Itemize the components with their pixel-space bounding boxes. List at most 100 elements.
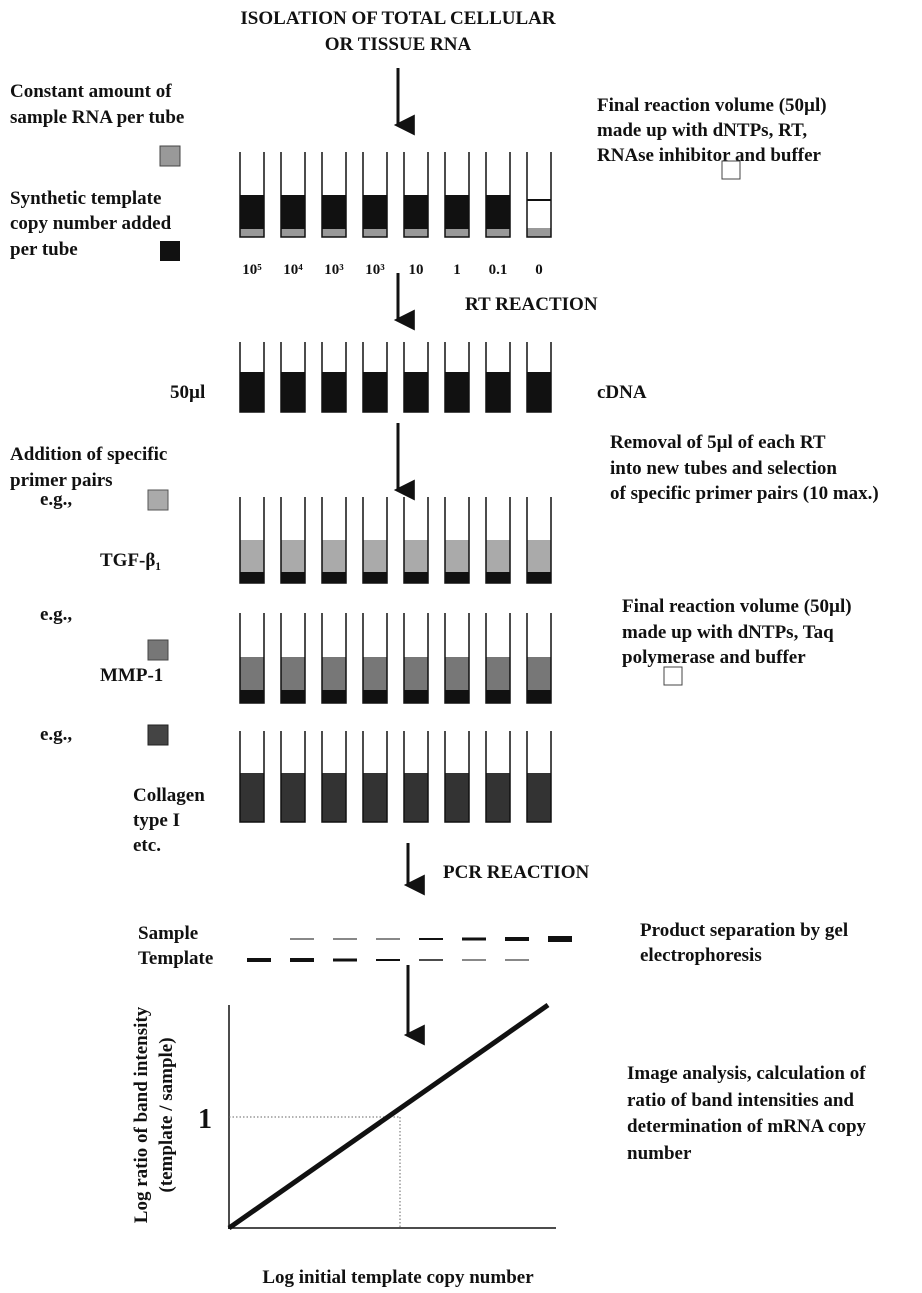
- gel-band: [419, 938, 443, 940]
- note: Synthetic template: [10, 188, 161, 209]
- gel-band: [462, 960, 486, 961]
- tube-content: [486, 195, 510, 229]
- tube-content: [445, 540, 469, 572]
- tube-content: [322, 657, 346, 690]
- tube-content: [527, 657, 551, 690]
- tube-content: [527, 773, 551, 822]
- tube-content: [322, 690, 346, 703]
- primer-swatch: [148, 640, 168, 660]
- tube-content: [281, 690, 305, 703]
- tube-content: [281, 773, 305, 822]
- note: polymerase and buffer: [622, 647, 806, 668]
- legend-swatch: [664, 667, 682, 685]
- title: OR TISSUE RNA: [325, 34, 472, 55]
- eg: e.g.,: [40, 604, 72, 625]
- tube-content: [445, 657, 469, 690]
- tube-content: [281, 540, 305, 572]
- product-label: cDNA: [597, 382, 647, 403]
- primer-name: type I: [133, 810, 180, 831]
- primer-name: TGF-β₁: [100, 550, 161, 571]
- tube-content: [240, 657, 264, 690]
- gel-band: [376, 939, 400, 940]
- note: Image analysis, calculation of: [627, 1063, 866, 1084]
- tube-content: [527, 372, 551, 412]
- legend-swatch: [160, 146, 180, 166]
- gel-band: [333, 959, 357, 962]
- tube-content: [404, 572, 428, 583]
- primer-swatch: [148, 725, 168, 745]
- note: per tube: [10, 239, 78, 260]
- note: determination of mRNA copy: [627, 1116, 867, 1137]
- tube-content: [445, 773, 469, 822]
- gel-label: Template: [138, 948, 213, 969]
- note: primer pairs: [10, 470, 113, 491]
- gel-band: [548, 936, 572, 942]
- tube-content: [322, 572, 346, 583]
- tube-label: 10: [409, 262, 424, 278]
- tube-content: [445, 372, 469, 412]
- tube-content: [322, 195, 346, 229]
- tube-content: [240, 229, 264, 237]
- step-label: RT REACTION: [465, 294, 598, 315]
- gel-band: [247, 958, 271, 962]
- tube-label: 10³: [365, 262, 385, 278]
- tube-content: [404, 372, 428, 412]
- note: made up with dNTPs, RT,: [597, 120, 807, 141]
- tube-content: [240, 540, 264, 572]
- tube-content: [445, 690, 469, 703]
- tube-content: [486, 372, 510, 412]
- legend-swatch: [160, 241, 180, 261]
- gel-band: [462, 938, 486, 941]
- eg: e.g.,: [40, 724, 72, 745]
- axis-label: Log initial template copy number: [262, 1267, 534, 1288]
- tube-content: [240, 195, 264, 229]
- gel-band: [290, 939, 314, 940]
- tube-content: [404, 773, 428, 822]
- tube-content: [322, 773, 346, 822]
- tube-content: [404, 657, 428, 690]
- tube-content: [363, 690, 387, 703]
- note: into new tubes and selection: [610, 458, 837, 479]
- diagram: ISOLATION OF TOTAL CELLULAR OR TISSUE RN…: [0, 0, 922, 1293]
- tube-label: 0.1: [489, 262, 508, 278]
- note: RNAse inhibitor and buffer: [597, 145, 822, 166]
- tube-content: [404, 195, 428, 229]
- tube-label: 10⁵: [242, 262, 262, 278]
- gel-band: [290, 958, 314, 962]
- tube-content: [322, 372, 346, 412]
- tube-content: [527, 690, 551, 703]
- tube-content: [240, 572, 264, 583]
- tube-label: 1: [453, 262, 461, 278]
- note: Product separation by gel: [640, 920, 848, 941]
- eg: e.g.,: [40, 489, 72, 510]
- tube-content: [527, 540, 551, 572]
- volume-label: 50µl: [170, 382, 205, 403]
- tube-content: [445, 572, 469, 583]
- note: copy number added: [10, 213, 172, 234]
- note: sample RNA per tube: [10, 107, 184, 128]
- tube-content: [322, 540, 346, 572]
- tube-content: [281, 195, 305, 229]
- primer-name: MMP-1: [100, 665, 163, 686]
- tube-content: [445, 229, 469, 237]
- note: Final reaction volume (50µl): [622, 596, 852, 617]
- graph: 1 Log ratio of band intensity (template …: [131, 1005, 556, 1288]
- note: electrophoresis: [640, 945, 762, 966]
- gel-band: [419, 959, 443, 961]
- note: Final reaction volume (50µl): [597, 95, 827, 116]
- axis-label: Log ratio of band intensity: [131, 1006, 152, 1223]
- tube-content: [527, 572, 551, 583]
- step-label: PCR REACTION: [443, 862, 589, 883]
- tube-label: 10⁴: [283, 262, 303, 278]
- tube-content: [404, 229, 428, 237]
- tube-content: [486, 657, 510, 690]
- tube-content: [486, 773, 510, 822]
- tube-content: [281, 229, 305, 237]
- gel-band: [505, 960, 529, 961]
- note: number: [627, 1143, 692, 1164]
- primer-name: etc.: [133, 835, 161, 856]
- tube-content: [363, 229, 387, 237]
- tube-content: [322, 229, 346, 237]
- graph-mark: 1: [198, 1104, 212, 1135]
- tube-content: [363, 657, 387, 690]
